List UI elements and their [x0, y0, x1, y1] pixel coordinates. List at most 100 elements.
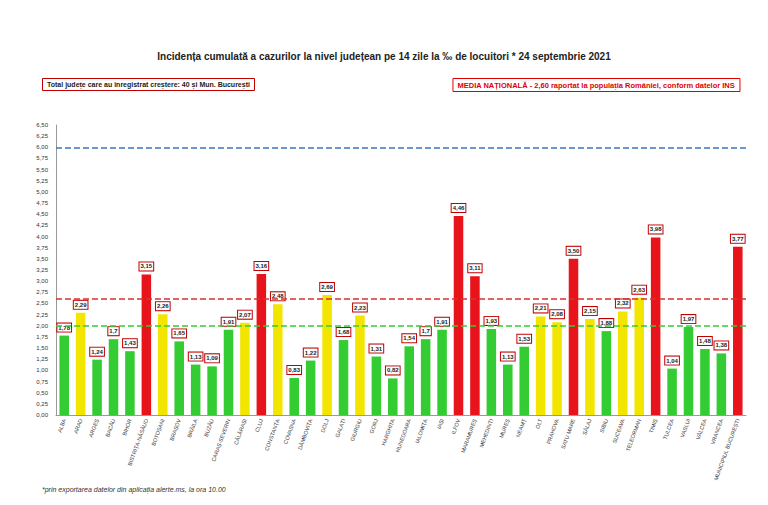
svg-text:GORJ: GORJ [368, 418, 379, 435]
svg-text:OLT: OLT [534, 417, 543, 429]
svg-text:BIHOR: BIHOR [121, 418, 133, 436]
svg-text:0,25: 0,25 [36, 401, 48, 407]
svg-text:1,75: 1,75 [36, 334, 48, 340]
svg-text:*prin exportarea datelor din a: *prin exportarea datelor din aplicația a… [42, 486, 226, 494]
svg-text:1,65: 1,65 [173, 330, 185, 336]
svg-text:5,25: 5,25 [36, 178, 48, 184]
svg-text:HUNEDOARA: HUNEDOARA [394, 418, 412, 453]
svg-text:2,15: 2,15 [584, 308, 596, 314]
svg-text:5,00: 5,00 [36, 189, 48, 195]
svg-text:3,11: 3,11 [469, 265, 481, 271]
svg-text:2,69: 2,69 [321, 284, 333, 290]
svg-text:1,48: 1,48 [699, 338, 711, 344]
svg-text:0,00: 0,00 [36, 412, 48, 418]
svg-text:IALOMIȚA: IALOMIȚA [414, 418, 429, 444]
svg-text:BRAȘOV: BRAȘOV [169, 418, 183, 442]
svg-text:2,25: 2,25 [36, 312, 48, 318]
svg-text:ILFOV: ILFOV [450, 418, 461, 435]
svg-text:BACĂU: BACĂU [104, 418, 116, 438]
svg-text:1,31: 1,31 [371, 346, 383, 352]
svg-text:SĂLAJ: SĂLAJ [581, 418, 592, 436]
svg-text:1,04: 1,04 [666, 358, 678, 364]
svg-text:IAȘI: IAȘI [436, 418, 445, 430]
svg-text:VRANCEA: VRANCEA [709, 418, 724, 445]
svg-text:BISTRIȚA-NĂSĂUD: BISTRIȚA-NĂSĂUD [127, 418, 150, 467]
svg-text:1,09: 1,09 [206, 355, 218, 361]
svg-text:ARAD: ARAD [73, 418, 84, 434]
svg-text:2,29: 2,29 [75, 302, 87, 308]
svg-text:5,75: 5,75 [36, 155, 48, 161]
svg-text:1,97: 1,97 [683, 316, 695, 322]
svg-text:VÂLCEA: VÂLCEA [695, 418, 708, 441]
svg-text:1,25: 1,25 [36, 356, 48, 362]
svg-text:2,00: 2,00 [36, 323, 48, 329]
svg-text:0,75: 0,75 [36, 379, 48, 385]
svg-text:4,25: 4,25 [36, 222, 48, 228]
svg-text:2,75: 2,75 [36, 289, 48, 295]
svg-text:1,54: 1,54 [403, 335, 415, 341]
svg-text:MARAMUREȘ: MARAMUREȘ [460, 418, 478, 454]
svg-text:3,98: 3,98 [650, 226, 662, 232]
svg-text:3,75: 3,75 [36, 245, 48, 251]
svg-text:2,63: 2,63 [633, 287, 645, 293]
svg-text:3,50: 3,50 [568, 248, 580, 254]
svg-text:BRĂILA: BRĂILA [186, 418, 198, 439]
svg-text:2,26: 2,26 [157, 303, 169, 309]
svg-text:4,50: 4,50 [36, 211, 48, 217]
svg-text:GIURGIU: GIURGIU [349, 418, 363, 442]
svg-text:PRAHOVA: PRAHOVA [545, 418, 560, 445]
svg-text:COVASNA: COVASNA [282, 418, 297, 445]
svg-text:2,08: 2,08 [551, 311, 563, 317]
svg-text:1,91: 1,91 [436, 319, 448, 325]
svg-text:1,13: 1,13 [190, 354, 202, 360]
svg-text:3,77: 3,77 [732, 236, 744, 242]
svg-text:2,50: 2,50 [36, 300, 48, 306]
svg-text:TIMIȘ: TIMIȘ [648, 418, 659, 434]
svg-text:3,16: 3,16 [256, 263, 268, 269]
svg-text:2,07: 2,07 [239, 312, 251, 318]
svg-text:MEHEDINȚI: MEHEDINȚI [478, 418, 494, 449]
svg-text:MUREȘ: MUREȘ [498, 418, 511, 439]
svg-text:1,00: 1,00 [36, 367, 48, 373]
svg-text:DOLJ: DOLJ [319, 418, 330, 433]
svg-text:2,21: 2,21 [535, 305, 547, 311]
svg-text:1,22: 1,22 [305, 350, 317, 356]
svg-text:CLUJ: CLUJ [254, 418, 264, 433]
svg-text:1,53: 1,53 [518, 336, 530, 342]
svg-text:ALBA: ALBA [57, 418, 68, 434]
svg-text:2,23: 2,23 [354, 305, 366, 311]
svg-text:0,50: 0,50 [36, 390, 48, 396]
svg-text:1,7: 1,7 [421, 328, 430, 334]
svg-text:4,75: 4,75 [36, 200, 48, 206]
svg-text:HARGHITA: HARGHITA [380, 418, 395, 447]
svg-text:4,46: 4,46 [453, 205, 465, 211]
svg-text:SATU MARE: SATU MARE [560, 418, 577, 450]
svg-text:1,38: 1,38 [716, 342, 728, 348]
svg-text:1,43: 1,43 [124, 340, 136, 346]
svg-text:MUNICIPIUL BUCUREȘTI: MUNICIPIUL BUCUREȘTI [713, 418, 741, 481]
svg-text:Incidența cumulată a cazurilor: Incidența cumulată a cazurilor la nivel … [157, 51, 611, 62]
svg-text:3,50: 3,50 [36, 256, 48, 262]
svg-text:BUZĂU: BUZĂU [203, 418, 215, 438]
svg-text:1,88: 1,88 [601, 320, 613, 326]
svg-text:CONSTANȚA: CONSTANȚA [264, 418, 281, 452]
svg-text:6,50: 6,50 [36, 122, 48, 128]
svg-text:3,00: 3,00 [36, 278, 48, 284]
svg-text:ARGEȘ: ARGEȘ [88, 418, 100, 438]
svg-text:1,68: 1,68 [338, 329, 350, 335]
svg-text:1,13: 1,13 [502, 354, 514, 360]
svg-text:GALAȚI: GALAȚI [334, 418, 346, 439]
svg-text:TULCEA: TULCEA [662, 418, 675, 441]
svg-text:CĂLĂRAȘI: CĂLĂRAȘI [233, 418, 248, 446]
svg-text:DÂMBOVIȚA: DÂMBOVIȚA [297, 418, 314, 451]
svg-text:BOTOȘANI: BOTOȘANI [150, 418, 165, 447]
svg-text:6,00: 6,00 [36, 144, 48, 150]
svg-text:3,25: 3,25 [36, 267, 48, 273]
svg-text:5,50: 5,50 [36, 167, 48, 173]
svg-text:VASLUI: VASLUI [679, 418, 691, 438]
svg-text:3,15: 3,15 [141, 263, 153, 269]
svg-text:6,25: 6,25 [36, 133, 48, 139]
svg-text:0,82: 0,82 [387, 367, 399, 373]
svg-text:1,7: 1,7 [109, 328, 118, 334]
svg-text:Total județe care au înregistr: Total județe care au înregistrat creșter… [47, 81, 250, 89]
